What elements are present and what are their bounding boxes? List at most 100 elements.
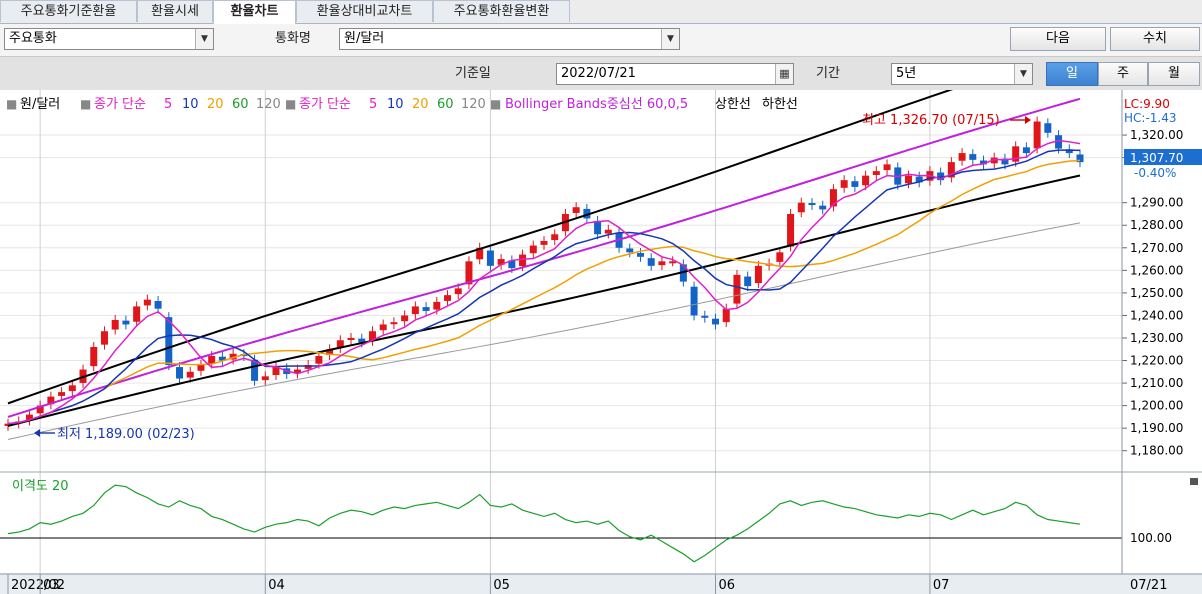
- currency-select-value: 원/달러: [344, 31, 385, 46]
- candle-body: [862, 175, 870, 186]
- y-tick-label: 1,240.00: [1130, 308, 1183, 322]
- candle-body: [133, 306, 141, 322]
- candle-body: [529, 245, 537, 254]
- x-tick-label: 2022/02: [11, 578, 65, 593]
- legend-marker-2: ■: [80, 97, 91, 111]
- currency-select[interactable]: 원/달러 ▼: [339, 28, 680, 50]
- candle-body: [176, 367, 184, 379]
- bollinger-upper-line: [7, 90, 954, 405]
- candle-body: [465, 261, 473, 285]
- chevron-down-icon[interactable]: ▼: [195, 29, 213, 49]
- candle-body: [540, 241, 548, 245]
- candle-body: [272, 367, 280, 375]
- legend-ma2-120: 120: [461, 97, 486, 112]
- candle-body: [261, 376, 269, 381]
- candle-body: [186, 371, 194, 378]
- category-select-value: 주요통화: [9, 31, 57, 46]
- tab-major-currency-rates[interactable]: 주요통화기준환율: [0, 0, 137, 22]
- candle-body: [808, 203, 816, 206]
- period-select-value: 5년: [896, 66, 917, 81]
- period-day-button[interactable]: 일: [1046, 62, 1098, 86]
- period-label: 기간: [816, 66, 840, 81]
- tab-relative-compare-chart[interactable]: 환율상대비교차트: [296, 0, 433, 22]
- candle-body: [58, 392, 66, 396]
- next-button[interactable]: 다음: [1010, 27, 1106, 51]
- candle-body: [476, 247, 484, 260]
- candle-body: [840, 180, 848, 188]
- change-percent: -0.40%: [1134, 166, 1176, 180]
- candle-body: [851, 181, 859, 187]
- candle-body: [722, 308, 730, 323]
- candle-body: [819, 205, 827, 210]
- tab-rate-quotes[interactable]: 환율시세: [137, 0, 213, 22]
- candle-body: [347, 337, 355, 340]
- candle-body: [411, 306, 419, 315]
- candle-body: [904, 175, 912, 184]
- low-annotation: 최저 1,189.00 (02/23): [57, 427, 195, 442]
- legend-marker-3: ■: [285, 97, 296, 111]
- candle-body: [36, 405, 44, 414]
- calendar-icon[interactable]: ▦: [775, 64, 793, 84]
- period-select[interactable]: 5년 ▼: [891, 63, 1033, 85]
- candle-body: [647, 258, 655, 266]
- left-arrow-icon: [34, 429, 55, 437]
- candle-body: [958, 153, 966, 161]
- legend-ma-label-1: 종가 단순: [94, 97, 146, 112]
- candle-body: [358, 338, 366, 343]
- candle-body: [47, 396, 55, 405]
- candle-body: [444, 295, 452, 301]
- candle-body: [626, 248, 634, 253]
- candle-body: [401, 315, 409, 322]
- candle-body: [251, 359, 259, 381]
- candle-body: [519, 254, 527, 267]
- y-tick-label: 1,270.00: [1130, 241, 1183, 255]
- candle-body: [315, 356, 323, 364]
- candle-body: [154, 301, 162, 309]
- candle-body: [969, 154, 977, 160]
- y-tick-label: 1,200.00: [1130, 399, 1183, 413]
- candle-body: [68, 385, 76, 392]
- legend-ma-20: 20: [207, 97, 224, 112]
- candle-body: [990, 157, 998, 164]
- chevron-down-icon[interactable]: ▼: [1014, 64, 1032, 84]
- candle-body: [208, 356, 216, 364]
- candle-body: [368, 331, 376, 341]
- candle-body: [883, 164, 891, 171]
- legend-marker-4: ■: [490, 97, 501, 111]
- category-select[interactable]: 주요통화 ▼: [4, 28, 214, 50]
- candle-body: [937, 172, 945, 181]
- chevron-down-icon[interactable]: ▼: [661, 29, 679, 49]
- tab-currency-converter[interactable]: 주요통화환율변환: [433, 0, 570, 22]
- candle-body: [122, 320, 130, 325]
- period-month-button[interactable]: 월: [1148, 62, 1200, 86]
- exchange-rate-chart[interactable]: 1,180.00 1,190.00 1,200.00 1,210.00 1,220.00…: [0, 90, 1202, 594]
- date-label: 기준일: [455, 66, 491, 81]
- candle-body: [829, 189, 837, 207]
- y-tick-label: 1,230.00: [1130, 331, 1183, 345]
- disparity-line: [7, 484, 1081, 563]
- x-tick-label: 05: [493, 578, 510, 593]
- high-annotation: 최고 1,326.70 (07/15): [862, 113, 1000, 128]
- candle-body: [25, 414, 33, 421]
- candle-body: [712, 318, 720, 325]
- panel-collapse-icon[interactable]: [1190, 478, 1198, 485]
- values-button[interactable]: 수치: [1110, 27, 1200, 51]
- period-week-button[interactable]: 주: [1098, 62, 1148, 86]
- candle-body: [1076, 154, 1084, 163]
- candle-body: [4, 423, 12, 426]
- candle-body: [754, 265, 762, 284]
- candle-body: [594, 220, 602, 235]
- candle-body: [980, 160, 988, 165]
- ma120-line: [7, 222, 1081, 440]
- date-input[interactable]: 2022/07/21 ▦: [556, 63, 794, 85]
- candle-body: [658, 261, 666, 266]
- candle-body: [669, 261, 677, 264]
- ma10-line: [7, 149, 1081, 425]
- x-end-label: 07/21: [1130, 578, 1167, 593]
- period-row: 기준일 2022/07/21 ▦ 기간 5년 ▼ 일 주 월: [0, 56, 1202, 92]
- legend-ma-10: 10: [182, 97, 199, 112]
- bollinger-center-line: [7, 97, 1081, 418]
- tab-rate-chart[interactable]: 환율차트: [213, 0, 296, 24]
- legend-ma2-20: 20: [412, 97, 429, 112]
